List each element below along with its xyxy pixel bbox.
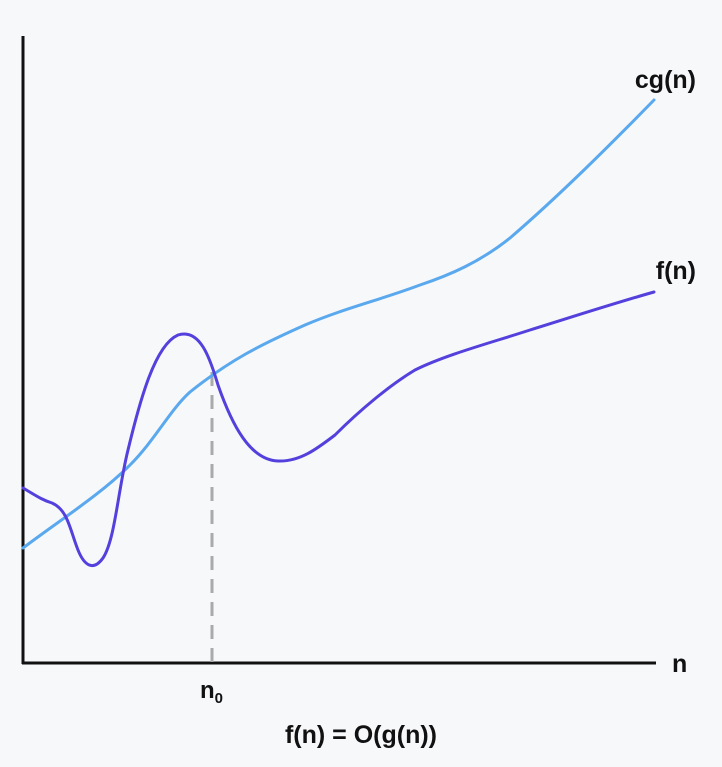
cg-curve-label: cg(n)	[635, 66, 696, 94]
caption: f(n) = O(g(n))	[285, 721, 437, 749]
threshold-label: n0	[200, 677, 223, 707]
threshold-label-sub: 0	[215, 690, 223, 707]
threshold-label-base: n	[200, 677, 215, 704]
f-curve-label: f(n)	[656, 257, 696, 285]
f-curve	[21, 290, 656, 568]
x-axis-label: n	[672, 650, 687, 678]
cg-curve	[21, 98, 656, 550]
